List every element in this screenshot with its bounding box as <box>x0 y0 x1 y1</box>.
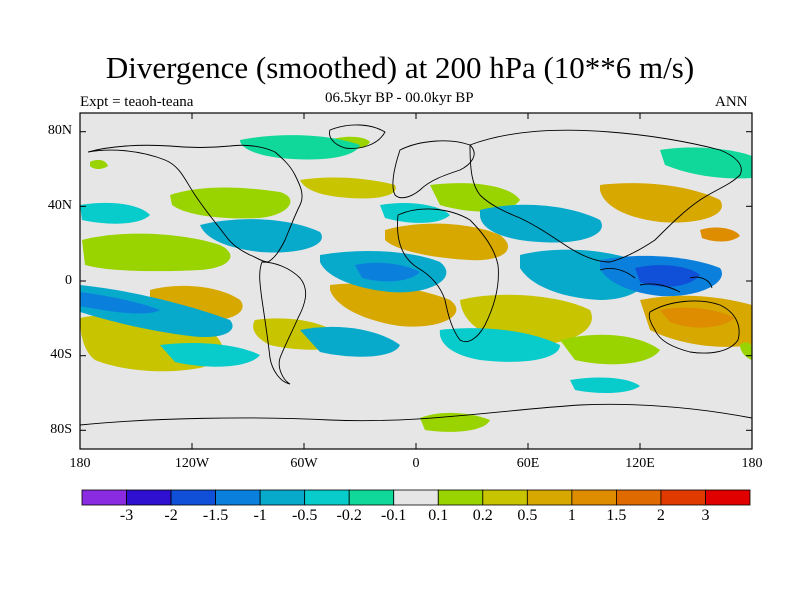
colorbar-label: -0.5 <box>291 507 318 524</box>
period-label: 06.5kyr BP - 00.0kyr BP <box>325 90 474 106</box>
colorbar-swatch <box>437 489 484 506</box>
contour-positive <box>660 307 735 328</box>
colorbar-swatch <box>259 489 306 506</box>
colorbar-label: -1.5 <box>202 507 229 524</box>
coastline-north-america <box>87 144 303 263</box>
colorbar-swatch <box>215 489 261 506</box>
coastline-south-america <box>259 261 307 385</box>
contour-negative <box>660 147 752 179</box>
colorbar-swatch <box>616 489 662 506</box>
colorbar-swatch <box>482 489 528 506</box>
colorbar-label: -2 <box>164 507 178 524</box>
lon-label: 180 <box>69 456 91 471</box>
colorbar-swatch <box>348 489 395 506</box>
colorbar-label: -3 <box>119 507 134 524</box>
lat-label: 80S <box>50 422 72 437</box>
colorbar-swatch <box>304 489 350 506</box>
lon-label: 120E <box>625 456 655 471</box>
contour-positive <box>600 183 722 223</box>
contour-positive <box>430 183 520 212</box>
colorbar-swatch <box>170 489 216 506</box>
lat-label: 40S <box>50 347 72 362</box>
coastline-australia <box>648 300 740 354</box>
coastline-maritime-continent <box>599 267 713 293</box>
contour-negative <box>570 377 640 394</box>
coastline-greenland <box>329 124 386 149</box>
colorbar-label: 2 <box>656 507 665 524</box>
season-label: ANN <box>715 94 748 110</box>
contour-negative <box>300 326 400 357</box>
lat-label: 40N <box>47 198 72 213</box>
contour-negative <box>80 202 150 224</box>
colorbar-label: -0.2 <box>336 507 362 524</box>
colorbar-swatch <box>660 489 706 506</box>
colorbar-swatch <box>526 489 573 506</box>
colorbar <box>81 489 751 506</box>
contour-positive <box>82 233 231 272</box>
contour-negative <box>240 135 360 160</box>
lon-label: 60E <box>516 456 540 471</box>
colorbar-swatch <box>81 489 127 506</box>
coastlines <box>80 124 752 426</box>
colorbar-label: -0.1 <box>381 507 407 524</box>
contour-positive <box>330 283 457 327</box>
contour-negative <box>355 262 420 282</box>
contour-positive <box>700 227 740 242</box>
contour-positive <box>560 334 660 365</box>
divergence-contours <box>80 135 752 432</box>
colorbar-label: 1 <box>567 507 576 524</box>
contour-negative <box>439 328 560 362</box>
contour-negative <box>635 265 700 287</box>
colorbar-label: 1.5 <box>606 507 627 524</box>
colorbar-label: 0.2 <box>472 507 493 524</box>
contour-positive <box>90 159 108 169</box>
colorbar-label: 0.1 <box>428 507 449 524</box>
lon-label: 60W <box>290 456 318 471</box>
coastline-europe <box>392 140 475 199</box>
contour-positive <box>385 223 509 261</box>
colorbar-swatch <box>705 489 751 506</box>
coastline-antarctica <box>80 403 752 426</box>
contour-positive <box>300 177 396 199</box>
lon-label: 0 <box>412 456 420 471</box>
lat-label: 0 <box>65 273 72 288</box>
coastline-africa <box>397 208 499 343</box>
colorbar-label: -1 <box>253 507 267 524</box>
coastline-eurasia <box>469 129 742 263</box>
colorbar-swatch <box>571 489 617 506</box>
contour-negative <box>80 292 160 314</box>
lon-label: 180 <box>741 456 763 471</box>
colorbar-label: 3 <box>701 507 710 524</box>
colorbar-swatch <box>393 489 439 506</box>
contour-negative <box>200 219 322 253</box>
colorbar-swatch <box>126 489 172 506</box>
lat-label: 80N <box>47 123 72 138</box>
contour-negative <box>160 343 260 367</box>
colorbar-label: 0.5 <box>517 507 538 524</box>
plot-title: Divergence (smoothed) at 200 hPa (10**6 … <box>105 50 695 85</box>
experiment-label: Expt = teaoh-teana <box>80 94 194 110</box>
axis-ticks <box>80 113 752 449</box>
contour-positive <box>170 187 291 219</box>
lon-label: 120W <box>174 456 210 471</box>
